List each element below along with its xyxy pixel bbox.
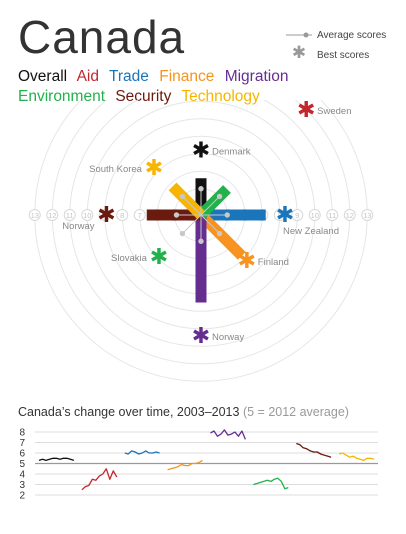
tick-circle: [63, 209, 76, 221]
category-overall: Overall: [18, 68, 68, 85]
average-line-finance: [200, 214, 220, 234]
tick-label: 9: [103, 211, 107, 220]
radial-best-scores: ✱ Denmark✱ Sweden✱New Zealand✱ Finland✱ Norw…: [62, 100, 351, 348]
best-score-star-security: ✱: [97, 202, 115, 227]
tick-circle: [81, 209, 94, 221]
category-aid: Aid: [76, 68, 99, 85]
tick-circle: [343, 209, 356, 221]
average-dot-trade: [224, 212, 230, 218]
series-line-migration: [210, 429, 246, 440]
radial-averages: [173, 186, 230, 244]
category-security: Security: [115, 88, 172, 105]
radial-bars: [146, 178, 266, 303]
category-finance: Finance: [159, 68, 215, 85]
tick-circle: [46, 209, 59, 221]
legend-average: Average scores: [286, 30, 386, 41]
page-title: Canada: [18, 11, 186, 63]
y-tick-label: 5: [19, 459, 25, 470]
category-trade: Trade: [109, 68, 149, 85]
tick-circle: [308, 209, 321, 221]
category-technology: Technology: [181, 88, 260, 105]
tick-label: 13: [31, 211, 39, 220]
average-dot-environment: [179, 230, 186, 237]
average-line-technology: [182, 196, 202, 216]
legend-best-label: Best scores: [317, 50, 370, 61]
series-line-security: [296, 442, 332, 458]
average-dot-overall: [198, 186, 204, 192]
series-line-environment: [253, 477, 289, 490]
tick-circle: [361, 209, 374, 221]
best-score-star-migration: ✱: [192, 323, 210, 348]
category-environment: Environment: [18, 88, 106, 105]
series-line-trade: [124, 450, 160, 455]
best-country-label-trade: New Zealand: [283, 226, 339, 237]
legend-best: ✱ Best scores: [286, 43, 370, 62]
best-score-star-trade: ✱: [276, 202, 294, 227]
average-dot-finance: [216, 230, 223, 237]
legend-average-label: Average scores: [317, 30, 387, 41]
average-line-aid: [200, 196, 220, 216]
tick-label: 8: [120, 211, 124, 220]
series-line-finance: [167, 459, 203, 471]
y-tick-label: 4: [19, 470, 25, 481]
series-line-overall: [38, 457, 75, 462]
best-country-label-overall: Denmark: [212, 146, 251, 157]
average-dot-migration: [198, 238, 204, 244]
y-tick-label: 2: [19, 491, 25, 502]
best-score-star-technology: ✱: [145, 155, 163, 180]
average-dot-security: [173, 212, 180, 218]
timeseries-title-text: Canada’s change over time, 2003–2013: [18, 405, 240, 419]
timeseries-note: (5 = 2012 average): [242, 405, 349, 419]
best-score-star-aid: ✱: [297, 100, 315, 122]
best-country-label-security: Norway: [62, 221, 94, 232]
best-score-star-finance: ✱: [238, 248, 256, 273]
radial-chart: 24455667788991010111112121313✱Denmark✱Sw…: [28, 100, 374, 382]
y-tick-label: 7: [19, 438, 25, 449]
series-line-aid: [81, 468, 118, 491]
tick-circle: [326, 209, 339, 221]
series-line-technology: [338, 452, 375, 462]
tick-label: 7: [138, 211, 142, 220]
tick-circle: [133, 209, 146, 221]
tick-circle: [273, 209, 286, 221]
best-score-icon: ✱: [291, 43, 307, 62]
category-migration: Migration: [224, 68, 289, 85]
tick-circle: [291, 209, 304, 221]
best-country-label-migration: Norway: [212, 332, 244, 343]
tick-label: 8: [278, 211, 282, 220]
best-score-star-environment: ✱: [150, 244, 168, 269]
average-line-environment: [182, 214, 202, 234]
tick-label: 11: [66, 211, 74, 220]
average-dot-technology: [179, 193, 186, 200]
y-tick-label: 3: [19, 480, 25, 491]
category-row-1: Overall Aid Trade Finance Migration: [18, 68, 294, 86]
tick-label: 10: [311, 211, 319, 220]
tick-circle: [116, 209, 129, 221]
tick-label: 12: [48, 211, 56, 220]
best-country-label-finance: Finland: [258, 257, 289, 268]
tick-label: 9: [295, 211, 299, 220]
average-dot-aid: [216, 193, 223, 200]
y-tick-label: 8: [19, 428, 25, 439]
category-row-2: Environment Security Technology: [18, 88, 266, 106]
y-tick-label: 6: [19, 449, 25, 460]
average-score-icon: [286, 30, 312, 41]
timeseries-lines: [38, 429, 375, 491]
tick-label: 10: [83, 211, 91, 220]
best-country-label-aid: Sweden: [317, 106, 351, 117]
best-score-star-overall: ✱: [192, 137, 210, 162]
tick-label: 11: [328, 211, 336, 220]
best-country-label-technology: South Korea: [89, 164, 143, 175]
tick-label: 12: [346, 211, 354, 220]
tick-circle: [98, 209, 111, 221]
best-country-label-environment: Slovakia: [111, 253, 148, 264]
tick-label: 13: [363, 211, 371, 220]
tick-circle: [28, 209, 41, 221]
timeseries-title: Canada’s change over time, 2003–2013 (5 …: [18, 405, 349, 419]
